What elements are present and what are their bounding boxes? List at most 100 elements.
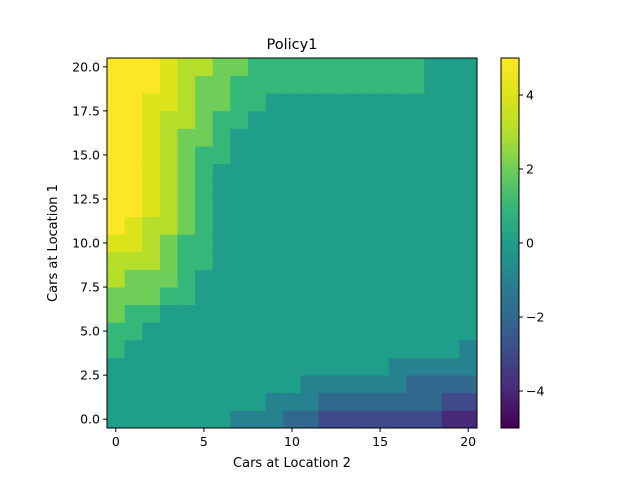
heatmap-cell <box>459 410 478 429</box>
heatmap-cell <box>177 375 196 394</box>
heatmap-cell <box>247 357 266 376</box>
heatmap-cell <box>230 410 249 429</box>
colorbar-strip <box>501 109 519 114</box>
heatmap-cell <box>300 251 319 270</box>
heatmap-cell <box>441 392 460 411</box>
heatmap-cell <box>336 410 355 429</box>
heatmap-cell <box>459 163 478 182</box>
heatmap-cell <box>336 251 355 270</box>
heatmap-cell <box>247 128 266 147</box>
heatmap-cell <box>212 375 231 394</box>
heatmap-cell <box>388 58 407 77</box>
colorbar-strip <box>501 206 519 211</box>
heatmap-cell <box>283 234 302 253</box>
heatmap-cell <box>388 357 407 376</box>
heatmap-cell <box>212 269 231 288</box>
heatmap-cell <box>230 304 249 323</box>
heatmap-cell <box>336 287 355 306</box>
colorbar-strip <box>501 413 519 418</box>
heatmap-cell <box>459 128 478 147</box>
heatmap-cell <box>177 198 196 217</box>
heatmap-cell <box>424 163 443 182</box>
heatmap-cell <box>177 339 196 358</box>
colorbar-strip <box>501 276 519 281</box>
heatmap-cell <box>388 163 407 182</box>
heatmap-cell <box>388 375 407 394</box>
heatmap-cell <box>300 146 319 165</box>
heatmap-cell <box>142 93 161 112</box>
heatmap-cell <box>371 58 390 77</box>
heatmap-cell <box>195 251 214 270</box>
heatmap-cell <box>124 304 143 323</box>
heatmap-cell <box>371 357 390 376</box>
heatmap-cell <box>283 392 302 411</box>
colorbar-strip <box>501 61 519 66</box>
heatmap-cell <box>247 269 266 288</box>
heatmap-cell <box>159 269 178 288</box>
heatmap-cell <box>195 198 214 217</box>
colorbar-tick-label: −2 <box>526 310 544 325</box>
heatmap-cell <box>283 58 302 77</box>
heatmap-cell <box>318 251 337 270</box>
heatmap-cell <box>300 234 319 253</box>
heatmap-cell <box>336 339 355 358</box>
colorbar-strip <box>501 209 519 214</box>
heatmap-cell <box>159 75 178 94</box>
heatmap-cell <box>195 216 214 235</box>
heatmap-cell <box>353 304 372 323</box>
heatmap-cell <box>230 216 249 235</box>
heatmap-cell <box>459 216 478 235</box>
heatmap-cell <box>124 181 143 200</box>
heatmap-cell <box>159 128 178 147</box>
heatmap-cell <box>424 198 443 217</box>
colorbar-strip <box>501 346 519 351</box>
x-tick-label: 20 <box>460 434 476 449</box>
heatmap-cell <box>230 128 249 147</box>
heatmap-cell <box>247 163 266 182</box>
heatmap-cell <box>406 93 425 112</box>
heatmap-cell <box>406 163 425 182</box>
colorbar-strip <box>501 169 519 174</box>
heatmap-cell <box>142 198 161 217</box>
heatmap-cell <box>177 58 196 77</box>
colorbar-strip <box>501 280 519 285</box>
heatmap-cell <box>388 287 407 306</box>
heatmap-cell <box>441 322 460 341</box>
heatmap-cell <box>424 93 443 112</box>
heatmap-cell <box>424 251 443 270</box>
heatmap-cell <box>300 392 319 411</box>
heatmap-cell <box>406 357 425 376</box>
colorbar-strip <box>501 368 519 373</box>
heatmap-cell <box>300 410 319 429</box>
heatmap-cell <box>336 322 355 341</box>
heatmap-cell <box>142 163 161 182</box>
heatmap-cell <box>247 146 266 165</box>
y-axis-label: Cars at Location 1 <box>46 184 61 302</box>
heatmap-cell <box>318 357 337 376</box>
colorbar-strip <box>501 102 519 107</box>
heatmap-cell <box>424 304 443 323</box>
y-tick-label: 2.5 <box>80 368 100 383</box>
heatmap-cell <box>441 110 460 129</box>
colorbar-strip <box>501 143 519 148</box>
heatmap-cell <box>230 357 249 376</box>
heatmap-cell <box>177 110 196 129</box>
heatmap-cell <box>107 93 126 112</box>
colorbar-strip <box>501 268 519 274</box>
heatmap-cell <box>336 234 355 253</box>
heatmap-cell <box>424 128 443 147</box>
colorbar-strip <box>501 83 519 89</box>
heatmap-cell <box>424 146 443 165</box>
heatmap-cell <box>230 269 249 288</box>
heatmap-cell <box>283 251 302 270</box>
heatmap-cell <box>195 410 214 429</box>
colorbar-strip <box>501 239 519 244</box>
heatmap-cell <box>459 251 478 270</box>
heatmap-cell <box>318 110 337 129</box>
heatmap-cell <box>265 410 284 429</box>
heatmap-cell <box>300 269 319 288</box>
heatmap-cell <box>441 304 460 323</box>
heatmap-cell <box>441 75 460 94</box>
heatmap-cell <box>283 110 302 129</box>
y-tick-label: 15.0 <box>72 147 100 162</box>
